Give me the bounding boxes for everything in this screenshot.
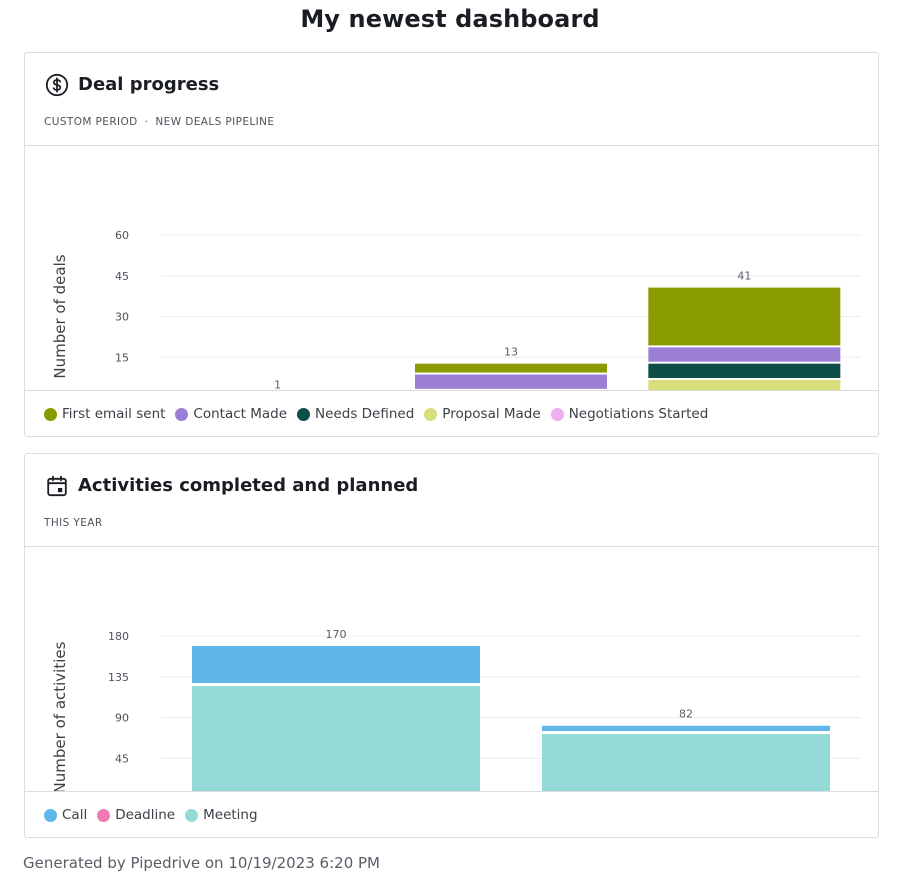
legend-item[interactable]: Meeting <box>185 807 258 823</box>
bar-segment <box>415 374 607 389</box>
bar-segment <box>192 646 480 683</box>
legend-label: Proposal Made <box>442 406 541 422</box>
legend-item[interactable]: Negotiations Started <box>550 406 709 422</box>
chart-legend: Call Deadline Meeting <box>25 791 878 838</box>
bar-segment <box>542 733 830 791</box>
activities-card: Activities completed and planned THIS YE… <box>24 453 879 838</box>
bar-total-label: 13 <box>504 346 518 359</box>
bar-segment <box>648 347 841 362</box>
y-axis-title: Number of deals <box>51 254 69 378</box>
subtitle-pipeline: NEW DEALS PIPELINE <box>155 116 275 128</box>
card-subtitle: CUSTOM PERIOD · NEW DEALS PIPELINE <box>44 116 274 128</box>
legend-swatch <box>185 808 199 822</box>
subtitle-separator: · <box>144 116 149 128</box>
legend-swatch <box>424 407 438 421</box>
dollar-circle-icon <box>45 73 69 97</box>
legend-swatch <box>44 407 57 421</box>
subtitle-period: CUSTOM PERIOD <box>44 116 138 128</box>
activities-chart: Number of activities04590135180170Done82… <box>51 628 861 791</box>
card-title: Deal progress <box>78 74 220 95</box>
y-tick-label: 90 <box>115 712 129 725</box>
legend-item[interactable]: Deadline <box>97 807 175 823</box>
legend-swatch <box>97 808 111 822</box>
bar-segment <box>415 363 607 373</box>
chart-area: Number of deals0153045601Jan 202313Feb 2… <box>25 147 878 390</box>
legend-label: Call <box>62 807 88 823</box>
legend-swatch <box>550 407 564 421</box>
bar-segment <box>542 725 830 731</box>
bar-segment <box>648 363 841 378</box>
legend-swatch <box>297 407 311 421</box>
legend-item[interactable]: Contact Made <box>175 406 287 422</box>
legend-item[interactable]: Needs Defined <box>297 406 414 422</box>
chart-legend: First email sent Contact Made Needs Define… <box>25 390 878 437</box>
bar-segment <box>648 379 841 390</box>
bar-segment <box>648 287 841 346</box>
legend-label: Meeting <box>203 807 258 823</box>
y-tick-label: 180 <box>108 630 129 643</box>
y-tick-label: 60 <box>115 229 129 242</box>
card-title: Activities completed and planned <box>78 475 419 496</box>
legend-item[interactable]: Call <box>44 807 87 823</box>
bar-total-label: 41 <box>737 270 751 283</box>
deal-progress-card: Deal progress CUSTOM PERIOD · NEW DEALS PI… <box>24 52 879 437</box>
y-tick-label: 135 <box>108 671 129 684</box>
page-title: My newest dashboard <box>300 5 600 33</box>
legend-label: Needs Defined <box>315 406 415 422</box>
legend-item[interactable]: Proposal Made <box>424 406 541 422</box>
deal-progress-chart: Number of deals0153045601Jan 202313Feb 2… <box>51 229 861 390</box>
legend-label: First email sent <box>62 406 166 422</box>
legend-label: Negotiations Started <box>568 406 709 422</box>
y-axis-title: Number of activities <box>51 641 69 791</box>
legend-label: Deadline <box>115 807 176 823</box>
legend-item[interactable]: First email sent <box>44 406 165 422</box>
card-subtitle: THIS YEAR <box>44 517 103 529</box>
footer-generated-text: Generated by Pipedrive on 10/19/2023 6:2… <box>23 854 380 872</box>
y-tick-label: 15 <box>115 351 129 364</box>
bar-total-label: 170 <box>326 628 347 641</box>
legend-label: Contact Made <box>193 406 288 422</box>
subtitle-period: THIS YEAR <box>44 517 103 529</box>
card-header: Deal progress CUSTOM PERIOD · NEW DEALS PI… <box>25 53 878 146</box>
legend-swatch <box>175 407 189 421</box>
y-tick-label: 30 <box>115 311 129 324</box>
y-tick-label: 45 <box>115 752 129 765</box>
bar-total-label: 1 <box>274 378 281 390</box>
legend-swatch <box>44 808 57 822</box>
card-header: Activities completed and planned THIS YE… <box>25 454 878 547</box>
calendar-icon <box>47 475 67 497</box>
chart-area: Number of activities04590135180170Done82… <box>25 548 878 791</box>
y-tick-label: 45 <box>115 270 129 283</box>
bar-total-label: 82 <box>679 708 693 721</box>
bar-segment <box>192 685 480 791</box>
